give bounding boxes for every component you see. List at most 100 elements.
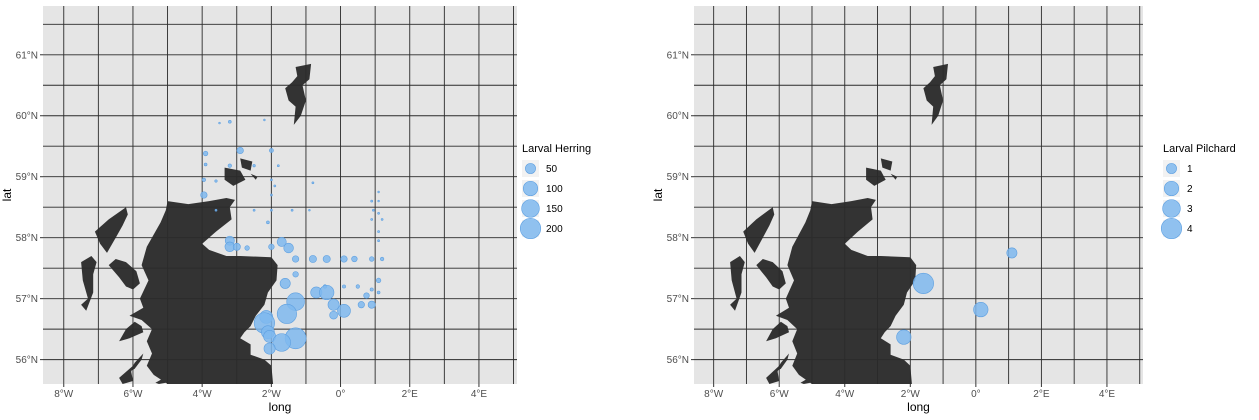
pilchard-legend: Larval Pilchard 1 2 3 4: [1160, 143, 1236, 240]
herring-data-point: [292, 271, 299, 278]
herring-y-tick-label: 60°N: [16, 111, 38, 122]
herring-data-point: [276, 164, 280, 168]
pilchard-y-tick-label: 61°N: [667, 50, 689, 61]
herring-data-point: [377, 239, 380, 243]
herring-x-tick-label: 6°W: [123, 389, 143, 400]
herring-data-point: [327, 298, 340, 311]
herring-data-point: [376, 277, 382, 283]
herring-data-point: [227, 163, 232, 168]
herring-data-point: [269, 148, 274, 153]
herring-plot-panel: [43, 6, 517, 384]
herring-data-point: [203, 162, 208, 167]
herring-mainland-scotland: [129, 198, 278, 384]
herring-legend-symbol: [519, 217, 542, 240]
pilchard-data-point: [896, 329, 912, 345]
pilchard-data-point: [1006, 247, 1018, 259]
pilchard-x-tick-label: 8°W: [704, 389, 724, 400]
herring-data-point: [270, 178, 273, 182]
herring-data-point: [369, 256, 375, 262]
herring-data-point: [370, 218, 374, 221]
herring-shetland: [285, 63, 312, 125]
pilchard-legend-label: 4: [1187, 224, 1193, 235]
herring-data-point: [322, 255, 331, 263]
pilchard-legend-label: 1: [1187, 164, 1193, 175]
pilchard-land-map: [730, 63, 948, 384]
herring-data-point: [203, 150, 209, 157]
pilchard-isle-of-arran: [800, 377, 811, 384]
herring-data-point: [370, 199, 374, 203]
herring-legend-label: 50: [546, 164, 558, 175]
pilchard-plot-panel: [694, 6, 1143, 384]
pilchard-y-axis-title: lat: [651, 188, 665, 201]
pilchard-legend-title: Larval Pilchard: [1163, 143, 1236, 155]
pilchard-y-ticks: 56°N 57°N 58°N 59°N 60°N 61°N: [667, 50, 694, 366]
pilchard-y-tick-label: 58°N: [667, 233, 689, 244]
herring-data-point: [342, 284, 346, 289]
herring-data-point: [292, 255, 300, 263]
herring-data-point: [376, 290, 381, 295]
herring-data-point: [377, 190, 380, 194]
herring-x-tick-label: 2°E: [402, 389, 419, 400]
herring-isle-of-mull: [119, 321, 144, 342]
pilchard-data-point: [973, 302, 989, 318]
pilchard-mainland-scotland: [775, 198, 917, 384]
herring-data-point: [377, 211, 380, 215]
herring-data-point: [270, 208, 273, 212]
pilchard-points: [896, 247, 1018, 345]
herring-data-point: [270, 193, 273, 197]
pilchard-x-tick-label: 6°W: [770, 389, 790, 400]
pilchard-x-tick-label: 4°W: [835, 389, 855, 400]
herring-x-tick-label: 2°W: [262, 389, 282, 400]
pilchard-isle-of-lewis: [743, 207, 775, 253]
herring-data-point: [377, 199, 380, 203]
herring-y-tick-label: 57°N: [16, 294, 38, 305]
herring-data-point: [357, 301, 365, 309]
herring-x-tick-label: 4°W: [193, 389, 213, 400]
herring-data-point: [236, 146, 244, 155]
herring-legend-symbol: [521, 199, 540, 218]
pilchard-shetland: [923, 63, 948, 125]
herring-grid: [43, 6, 517, 384]
herring-orkney-north: [240, 158, 253, 171]
herring-x-ticks: 8°W 6°W 4°W 2°W 0° 2°E 4°E: [54, 384, 487, 400]
herring-data-point: [377, 230, 380, 233]
herring-y-tick-label: 56°N: [16, 355, 38, 366]
pilchard-isle-of-skye: [756, 259, 786, 290]
herring-data-point: [369, 287, 374, 292]
herring-data-point: [263, 342, 276, 355]
pilchard-isle-of-islay: [766, 365, 780, 384]
herring-legend: Larval Herring 50 100 150 200: [519, 143, 591, 240]
herring-legend-symbol: [525, 163, 536, 174]
pilchard-x-tick-label: 0°: [971, 389, 981, 400]
herring-data-point: [290, 208, 294, 212]
pilchard-legend-symbol: [1163, 180, 1180, 197]
herring-data-point: [218, 121, 221, 125]
herring-legend-label: 200: [546, 224, 563, 235]
herring-data-point: [263, 118, 266, 122]
herring-x-tick-label: 8°W: [54, 389, 74, 400]
herring-data-point: [273, 184, 277, 188]
pilchard-x-tick-label: 4°E: [1099, 389, 1116, 400]
herring-data-point: [340, 255, 348, 263]
herring-data-point: [201, 177, 206, 182]
pilchard-y-tick-label: 60°N: [667, 111, 689, 122]
herring-data-point: [244, 245, 250, 251]
herring-chart: 8°W 6°W 4°W 2°W 0° 2°E 4°E 56°N 57°N 58°N 59°N 60°…: [0, 6, 591, 414]
herring-data-point: [367, 300, 376, 309]
herring-data-point: [337, 304, 351, 318]
pilchard-x-ticks: 8°W 6°W 4°W 2°W 0° 2°E 4°E: [704, 384, 1115, 400]
herring-data-point: [228, 120, 232, 124]
herring-data-point: [319, 284, 335, 301]
pilchard-x-tick-label: 2°W: [901, 389, 921, 400]
herring-data-point: [214, 179, 218, 183]
herring-y-ticks: 56°N 57°N 58°N 59°N 60°N 61°N: [16, 50, 43, 366]
herring-data-point: [214, 208, 218, 212]
herring-uist-islands: [81, 256, 97, 311]
herring-data-point: [308, 255, 317, 263]
herring-data-point: [355, 284, 360, 289]
herring-data-point: [252, 208, 256, 212]
herring-legend-symbol: [522, 180, 539, 197]
herring-data-point: [268, 243, 275, 250]
pilchard-x-axis-title: long: [907, 400, 930, 414]
